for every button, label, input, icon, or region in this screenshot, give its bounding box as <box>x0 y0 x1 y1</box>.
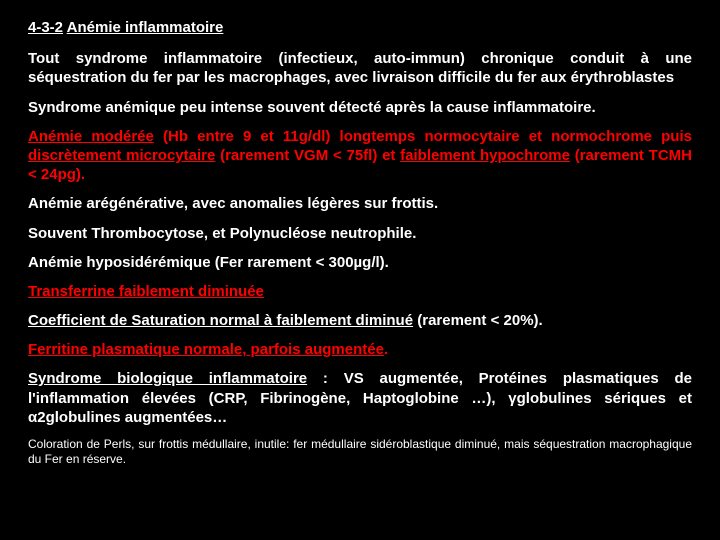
text-p9b: . <box>384 341 388 358</box>
text-p10d: globulines sériques et <box>517 390 692 407</box>
text-p10f: 2globulines augmentées… <box>37 409 227 426</box>
section-title: 4-3-2 Anémie inflammatoire <box>28 18 692 37</box>
text-anemie-moderee: Anémie modérée <box>28 128 154 145</box>
paragraph-syndrome-bio: Syndrome biologique inflammatoire : VS a… <box>28 369 692 427</box>
paragraph-syndrome: Syndrome anémique peu intense souvent dé… <box>28 98 692 117</box>
text-gamma: γ <box>508 390 516 407</box>
paragraph-anemie-moderee: Anémie modérée (Hb entre 9 et 11g/dl) lo… <box>28 127 692 185</box>
text-coef-saturation: Coefficient de Saturation normal à faibl… <box>28 312 413 329</box>
text-ferritine: Ferritine plasmatique normale, parfois a… <box>28 341 384 358</box>
title-text: Anémie inflammatoire <box>67 19 224 36</box>
text-microcytaire: discrètement microcytaire <box>28 147 215 164</box>
paragraph-ferritine: Ferritine plasmatique normale, parfois a… <box>28 340 692 359</box>
text-p8b: (rarement < 20%). <box>413 312 543 329</box>
slide-content: 4-3-2 Anémie inflammatoire Tout syndrome… <box>0 0 720 488</box>
title-number: 4-3-2 <box>28 19 63 36</box>
intro-paragraph: Tout syndrome inflammatoire (infectieux,… <box>28 49 692 87</box>
text-p3d: (rarement VGM < 75fl) et <box>215 147 400 164</box>
paragraph-coloration-perls: Coloration de Perls, sur frottis médulla… <box>28 437 692 468</box>
paragraph-coef-saturation: Coefficient de Saturation normal à faibl… <box>28 311 692 330</box>
paragraph-hyposideremique: Anémie hyposidérémique (Fer rarement < 3… <box>28 253 692 272</box>
text-p3b: (Hb entre 9 et 11g/dl) longtemps normocy… <box>154 128 692 145</box>
paragraph-aregenerative: Anémie arégénérative, avec anomalies lég… <box>28 194 692 213</box>
text-syndrome-bio: Syndrome biologique inflammatoire <box>28 370 307 387</box>
paragraph-transferrine: Transferrine faiblement diminuée <box>28 282 692 301</box>
paragraph-thrombocytose: Souvent Thrombocytose, et Polynucléose n… <box>28 224 692 243</box>
text-alpha: α <box>28 409 37 426</box>
text-hypochrome: faiblement hypochrome <box>400 147 570 164</box>
